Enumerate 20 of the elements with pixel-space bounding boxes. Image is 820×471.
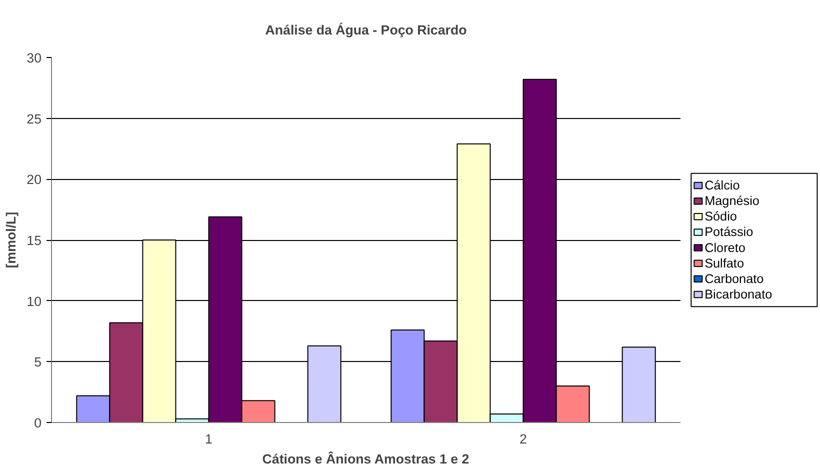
y-tick-label: 25 [26,111,42,126]
y-tick-label: 20 [26,172,42,188]
legend-label: Magnésio [704,194,760,208]
y-tick-label: 30 [26,50,42,66]
legend-label: Sulfato [704,256,744,270]
x-tick-label: 1 [205,432,212,446]
x-axis-title: Cátions e Ânions Amostras 1 e 2 [262,452,470,466]
y-tick-label: 10 [26,294,42,309]
legend-label: Cloreto [704,240,746,255]
y-axis-title: [mmol/L] [4,212,19,268]
y-tick-label: 15 [26,233,42,248]
chart-title: Análise da Água - Poço Ricardo [265,22,467,38]
legend-label: Potássio [704,225,754,240]
legend-label: Carbonato [704,272,764,286]
legend-label: Sódio [704,210,737,224]
legend-label: Bicarbonato [704,287,772,302]
y-tick-label: 5 [34,354,42,370]
legend-label: Cálcio [704,178,740,193]
y-tick-label: 0 [34,416,42,430]
x-tick-label: 2 [520,432,527,446]
